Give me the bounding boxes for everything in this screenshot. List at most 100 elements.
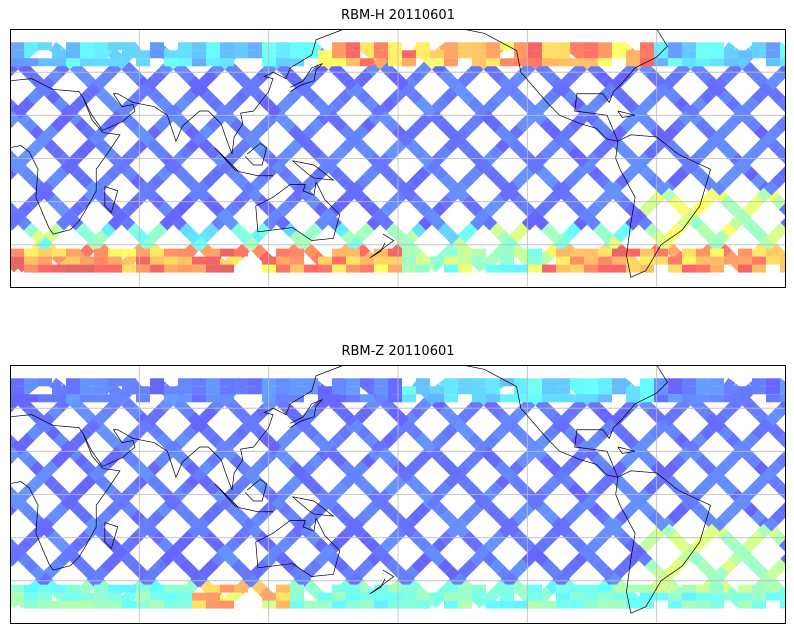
track-overlap-cell [332,50,346,59]
track-segment [522,152,538,168]
track-segment [452,82,468,98]
track-segment [598,474,614,490]
track-overlap-cell [514,42,528,51]
track-overlap-cell [598,58,612,67]
track-overlap-cell [598,248,612,257]
track-segment [445,75,461,91]
track-segment [152,558,168,574]
track-segment [302,460,318,476]
track-segment [22,117,38,133]
track-overlap-cell [206,58,220,67]
track-segment [623,397,639,413]
track-segment [626,110,642,126]
track-segment [181,173,197,189]
track-overlap-cell [234,50,248,59]
map-panel-rbm-z [10,365,786,624]
track-segment [654,418,670,434]
track-segment [263,215,278,231]
track-segment [89,572,105,588]
track-segment [520,61,536,77]
track-segment [349,82,365,98]
track-segment [260,502,276,518]
track-overlap-cell [332,58,346,67]
track-segment [173,201,189,217]
track-overlap-cell [500,248,514,257]
track-segment [224,61,240,77]
track-segment [195,187,211,203]
track-segment [106,61,122,77]
track-segment [509,460,525,476]
track-segment [40,75,56,91]
track-segment [447,180,463,196]
track-segment [68,215,84,231]
track-overlap-cell [192,264,206,273]
track-segment [644,222,660,238]
track-overlap-cell [472,256,486,265]
track-segment [467,166,483,182]
track-segment [387,68,402,84]
track-overlap-cell [738,50,752,59]
track-segment [50,117,66,133]
track-segment [380,537,396,553]
track-overlap-cell [444,248,458,257]
track-overlap-cell [402,256,416,265]
track-segment [10,215,20,231]
track-segment [116,495,131,511]
track-overlap-cell [528,42,542,51]
track-segment [47,194,63,210]
track-segment [377,110,393,126]
track-overlap-cell [360,264,374,273]
track-overlap-cell [696,264,710,273]
track-overlap-cell [640,248,654,257]
track-overlap-cell [640,42,654,51]
track-segment [208,432,224,448]
track-segment [485,166,500,182]
track-segment [299,523,315,539]
track-segment [765,75,780,91]
track-segment [203,404,218,420]
track-segment [395,180,411,196]
track-segment [141,572,157,588]
track-segment [444,229,460,245]
track-segment [306,194,322,210]
track-segment [357,194,373,210]
track-segment [710,236,726,252]
track-segment [204,222,220,238]
track-segment [461,404,477,420]
track-segment [646,194,661,210]
track-segment [555,236,570,252]
track-overlap-cell [472,248,486,257]
track-overlap-cell [682,248,696,257]
track-segment [356,173,372,189]
track-overlap-cell [780,264,786,273]
track-overlap-cell [682,50,696,59]
track-segment [574,152,590,168]
track-segment [633,439,649,455]
track-segment [669,222,685,238]
track-segment [681,159,696,175]
track-segment [133,474,148,490]
track-segment [273,446,289,462]
track-segment [760,131,776,147]
track-segment [278,96,294,112]
track-segment [306,68,322,84]
track-segment [287,460,303,476]
track-overlap-cell [206,264,220,273]
track-overlap-cell [668,264,682,273]
track-segment [43,124,59,140]
track-segment [572,61,588,77]
track-segment [742,61,758,77]
track-segment [109,152,124,168]
track-segment [128,404,144,420]
track-segment [116,159,131,175]
track-segment [595,173,611,189]
track-segment [560,460,576,476]
track-overlap-cell [766,58,780,67]
track-segment [532,110,548,126]
track-overlap-cell [444,42,458,51]
track-segment [172,551,187,567]
track-overlap-cell [66,256,80,265]
track-overlap-cell [766,42,780,51]
track-segment [563,509,579,525]
track-segment [771,194,786,210]
